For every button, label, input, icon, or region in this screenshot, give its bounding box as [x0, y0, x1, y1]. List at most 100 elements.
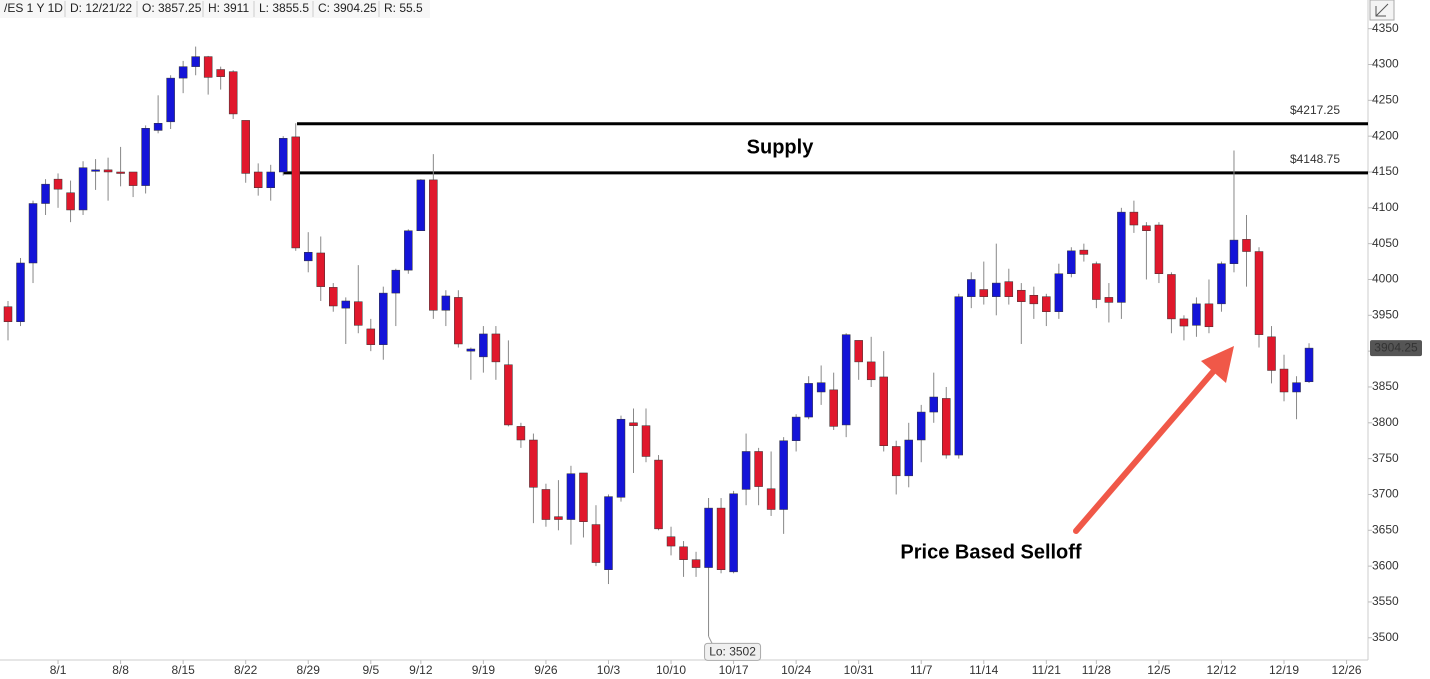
candle-body	[666, 536, 676, 547]
candle-body	[1029, 294, 1039, 305]
candle-body	[1142, 225, 1151, 231]
x-tick-label: 11/14	[969, 663, 998, 677]
supply-line-label: $4148.75	[1290, 152, 1340, 166]
candle-body	[942, 398, 951, 456]
candle-body	[741, 451, 751, 490]
y-tick-label: 3500	[1372, 630, 1399, 644]
candle-body	[366, 328, 376, 345]
candle-body	[91, 169, 100, 172]
candle-body	[954, 296, 964, 456]
candle-body	[816, 382, 826, 393]
x-tick-label: 9/19	[472, 663, 496, 677]
low-label-box	[704, 642, 762, 661]
candle-body	[241, 120, 250, 174]
y-tick-label: 3600	[1372, 558, 1399, 572]
arrow-shaft	[1073, 363, 1221, 534]
candle-body	[466, 348, 476, 352]
last-price-box	[1370, 340, 1422, 357]
y-tick-label: 3950	[1372, 307, 1399, 321]
x-tick-label: 12/12	[1206, 663, 1236, 677]
candle-body	[316, 252, 325, 287]
candle-body	[216, 69, 225, 77]
candle-body	[329, 287, 338, 307]
candle-body	[166, 77, 175, 123]
candle-body	[153, 123, 163, 131]
candle-body	[103, 169, 113, 173]
candle-body	[141, 128, 150, 186]
candle-body	[716, 507, 726, 570]
candle-body	[1067, 250, 1076, 274]
candle-body	[1092, 263, 1101, 300]
candle-body	[178, 66, 188, 79]
candle-body	[128, 171, 138, 186]
x-tick-label: 11/7	[910, 663, 933, 677]
candle-body	[541, 489, 551, 520]
candle-body	[841, 334, 851, 426]
candle-body	[28, 203, 38, 264]
candle-body	[404, 230, 413, 271]
y-tick-label: 3750	[1372, 451, 1399, 465]
candle-body	[266, 171, 275, 189]
x-tick-label: 11/28	[1082, 663, 1111, 677]
candle-body	[1154, 224, 1164, 274]
x-tick-label: 10/31	[844, 663, 874, 677]
candle-body	[529, 439, 538, 488]
candle-body	[1267, 336, 1276, 371]
candle-body	[591, 524, 601, 563]
candle-body	[992, 282, 1001, 297]
x-tick-label: 10/3	[597, 663, 621, 677]
candle-body	[479, 333, 488, 358]
x-tick-label: 8/15	[171, 663, 195, 677]
header-item: C: 3904.25	[318, 1, 377, 15]
y-tick-label: 3550	[1372, 594, 1399, 608]
candle-body	[779, 440, 788, 510]
candle-body	[291, 136, 300, 249]
selloff-label: Price Based Selloff	[900, 541, 1082, 563]
candle-body	[1242, 239, 1251, 252]
candle-body	[566, 473, 576, 520]
x-tick-label: 9/5	[362, 663, 379, 677]
candle-body	[654, 459, 663, 530]
candle-body	[391, 269, 401, 294]
candle-body	[303, 251, 313, 262]
y-tick-label: 4000	[1372, 272, 1399, 286]
candle-body	[441, 295, 451, 311]
header-item: D: 12/21/22	[70, 1, 132, 15]
candle-body	[66, 192, 75, 211]
candle-body	[379, 292, 388, 345]
y-tick-label: 3700	[1372, 487, 1399, 501]
candle-body	[1204, 303, 1214, 328]
candle-body	[691, 559, 701, 568]
header-item: L: 3855.5	[259, 1, 309, 15]
candle-body	[78, 167, 88, 211]
y-tick-label: 4200	[1372, 128, 1399, 142]
y-tick-label: 4150	[1372, 164, 1399, 178]
x-tick-label: 11/21	[1032, 663, 1061, 677]
candle-body	[729, 493, 738, 573]
candle-body	[228, 71, 238, 115]
candle-body	[504, 364, 513, 426]
candle-body	[1017, 289, 1026, 302]
candle-body	[967, 279, 976, 297]
candle-body	[1129, 211, 1139, 226]
candle-body	[16, 262, 25, 323]
candle-body	[41, 183, 50, 204]
y-tick-label: 4350	[1372, 21, 1399, 35]
candle-body	[1254, 251, 1264, 335]
candle-body	[829, 389, 838, 427]
candle-body	[804, 383, 813, 418]
y-tick-label: 3850	[1372, 379, 1399, 393]
candle-body	[866, 361, 876, 381]
x-tick-label: 12/19	[1269, 663, 1299, 677]
x-tick-label: 10/17	[719, 663, 749, 677]
candle-body	[1292, 382, 1301, 393]
arrow-head	[1201, 346, 1234, 383]
candle-body	[641, 425, 651, 457]
candle-body	[616, 418, 626, 498]
x-tick-label: 8/8	[112, 663, 129, 677]
candle-body	[53, 178, 63, 190]
low-label: Lo: 3502	[709, 645, 756, 659]
y-tick-label: 4250	[1372, 92, 1399, 106]
